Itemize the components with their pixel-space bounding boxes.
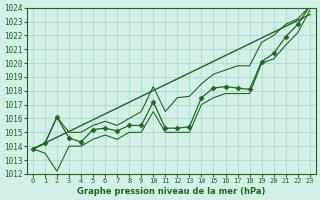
X-axis label: Graphe pression niveau de la mer (hPa): Graphe pression niveau de la mer (hPa) <box>77 187 266 196</box>
